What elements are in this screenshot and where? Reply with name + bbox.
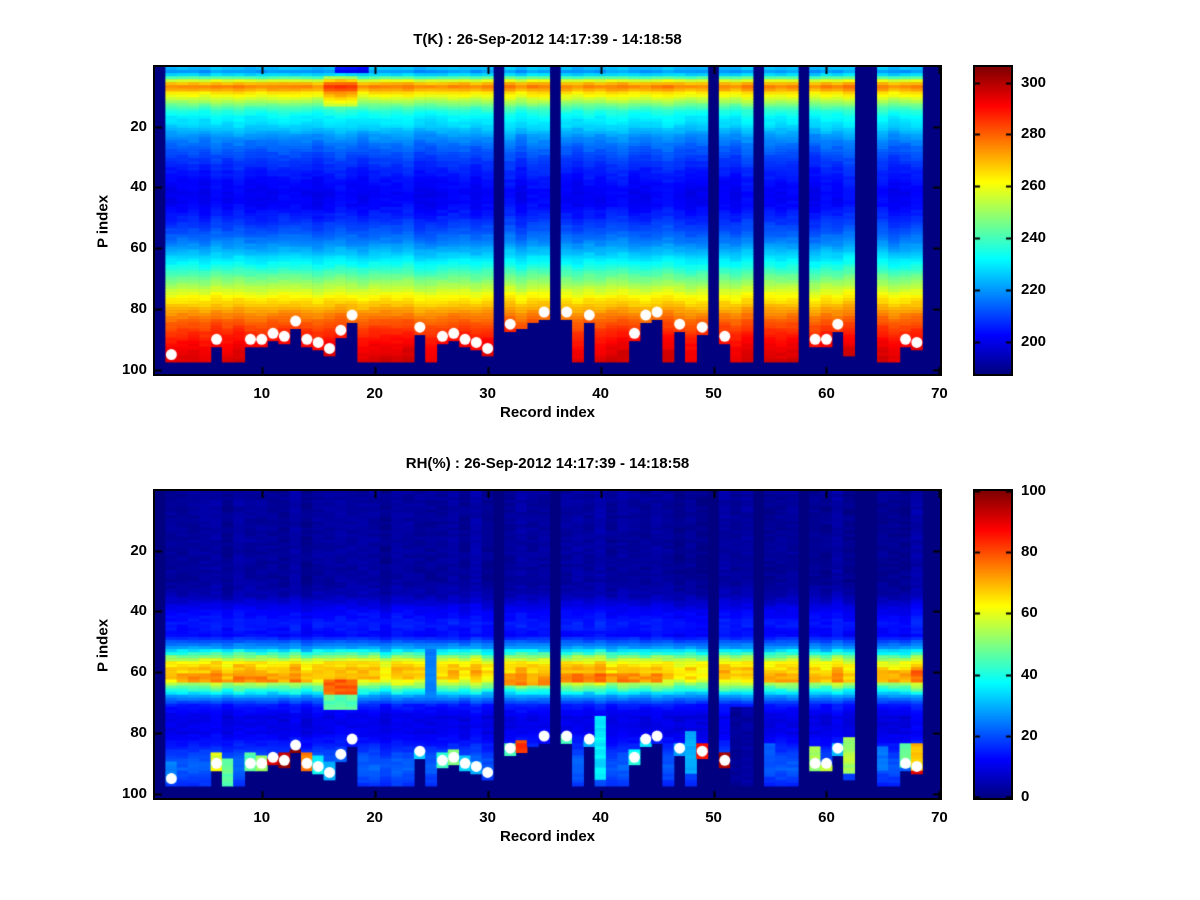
top-colorbar-tick-label: 220 [1021,281,1047,299]
top-heatmap-canvas [155,67,940,374]
top-x-axis-label: Record index [499,404,596,421]
top-heatmap-plot [153,65,942,376]
bottom-colorbar [973,489,1013,800]
bottom-y-tick-label: 20 [130,541,147,559]
top-x-tick-label: 40 [592,385,609,402]
top-colorbar-tick-label: 300 [1021,73,1047,91]
top-colorbar-tick-label: 280 [1021,125,1047,143]
top-y-tick-label: 20 [130,117,147,135]
bottom-y-tick-label: 80 [130,723,147,741]
top-y-tick-label: 40 [130,178,147,196]
bottom-x-tick-label: 70 [931,809,948,826]
bottom-x-tick-label: 50 [705,809,722,826]
bottom-colorbar-tick-label: 40 [1021,665,1038,683]
bottom-x-tick-label: 10 [253,809,271,826]
top-y-tick-label: 80 [130,299,147,317]
bottom-y-tick-label: 100 [121,784,147,802]
top-plot-title: T(K) : 26-Sep-2012 14:17:39 - 14:18:58 [413,31,682,48]
bottom-colorbar-tick-label: 80 [1021,543,1038,561]
bottom-x-tick-label: 20 [366,809,384,826]
bottom-y-tick-label: 60 [130,663,147,681]
top-x-tick-label: 30 [479,385,496,402]
bottom-colorbar-tick-label: 0 [1021,788,1030,805]
bottom-colorbar-tick-label: 20 [1021,726,1038,744]
top-colorbar-tick-label: 200 [1021,332,1047,350]
top-colorbar-tick-label: 240 [1021,229,1047,247]
bottom-x-tick-label: 40 [592,809,609,826]
top-colorbar-tick-label: 260 [1021,177,1047,195]
bottom-x-tick-label: 60 [818,809,835,826]
bottom-x-tick-label: 30 [479,809,496,826]
bottom-y-tick-label: 40 [130,602,147,620]
top-x-tick-label: 60 [818,385,835,402]
top-colorbar-canvas [975,67,1011,374]
top-x-tick-label: 20 [366,385,384,402]
bottom-colorbar-tick-label: 60 [1021,604,1038,622]
top-x-tick-label: 10 [253,385,271,402]
top-y-tick-label: 100 [121,360,147,378]
top-colorbar [973,65,1013,376]
top-x-tick-label: 50 [705,385,722,402]
bottom-colorbar-tick-label: 100 [1021,482,1047,499]
bottom-heatmap-plot [153,489,942,800]
bottom-colorbar-canvas [975,491,1011,798]
bottom-plot-title: RH(%) : 26-Sep-2012 14:17:39 - 14:18:58 [405,455,690,472]
bottom-heatmap-canvas [155,491,940,798]
top-y-tick-label: 60 [130,239,147,257]
bottom-x-axis-label: Record index [499,828,596,845]
top-x-tick-label: 70 [931,385,948,402]
